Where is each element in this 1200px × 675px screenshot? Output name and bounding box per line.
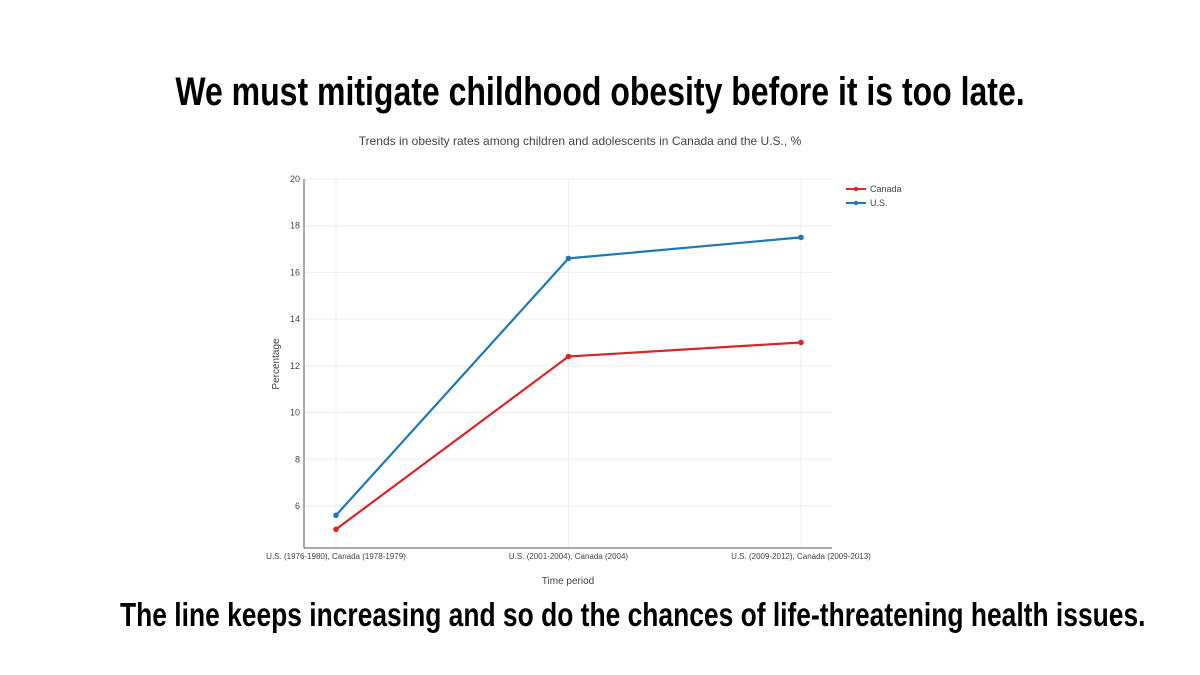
data-point-u-s <box>798 234 804 241</box>
legend-marker-canada <box>853 186 859 192</box>
data-point-u-s <box>333 512 339 519</box>
data-point-canada <box>333 526 339 533</box>
legend-marker-u-s <box>853 200 859 206</box>
y-tick-label: 12 <box>290 361 300 371</box>
data-point-canada <box>798 339 804 346</box>
y-tick-label: 6 <box>295 501 300 511</box>
grid-lines <box>304 178 832 548</box>
x-axis-label: Time period <box>542 576 594 587</box>
y-tick-label: 18 <box>290 221 300 231</box>
x-tick-label: U.S. (2009-2012), Canada (2009-2013) <box>731 552 871 561</box>
y-tick-label: 8 <box>295 454 300 464</box>
y-tick-label: 16 <box>290 267 300 277</box>
y-tick-label: 20 <box>290 174 300 184</box>
series-lines <box>333 234 804 533</box>
y-tick-label: 10 <box>290 408 300 418</box>
x-tick-labels: U.S. (1976-1980), Canada (1978-1979) U.S.… <box>266 552 871 561</box>
y-axis-label: Percentage <box>271 338 282 390</box>
headline-top: We must mitigate childhood obesity befor… <box>175 70 1025 114</box>
chart-title: Trends in obesity rates among children a… <box>359 134 802 148</box>
axes <box>303 179 832 549</box>
y-tick-label: 14 <box>290 314 300 324</box>
legend-label-canada: Canada <box>870 184 902 194</box>
x-tick-label: U.S. (1976-1980), Canada (1978-1979) <box>266 552 406 561</box>
legend-label-u-s: U.S. <box>870 198 888 208</box>
headline-bottom: The line keeps increasing and so do the … <box>120 596 1146 633</box>
data-point-canada <box>565 353 572 360</box>
data-point-u-s <box>565 255 572 262</box>
y-tick-labels: 6 8 10 12 14 16 18 20 <box>290 174 300 511</box>
x-tick-label: U.S. (2001-2004), Canada (2004) <box>509 552 629 561</box>
legend: Canada U.S. <box>846 184 902 208</box>
